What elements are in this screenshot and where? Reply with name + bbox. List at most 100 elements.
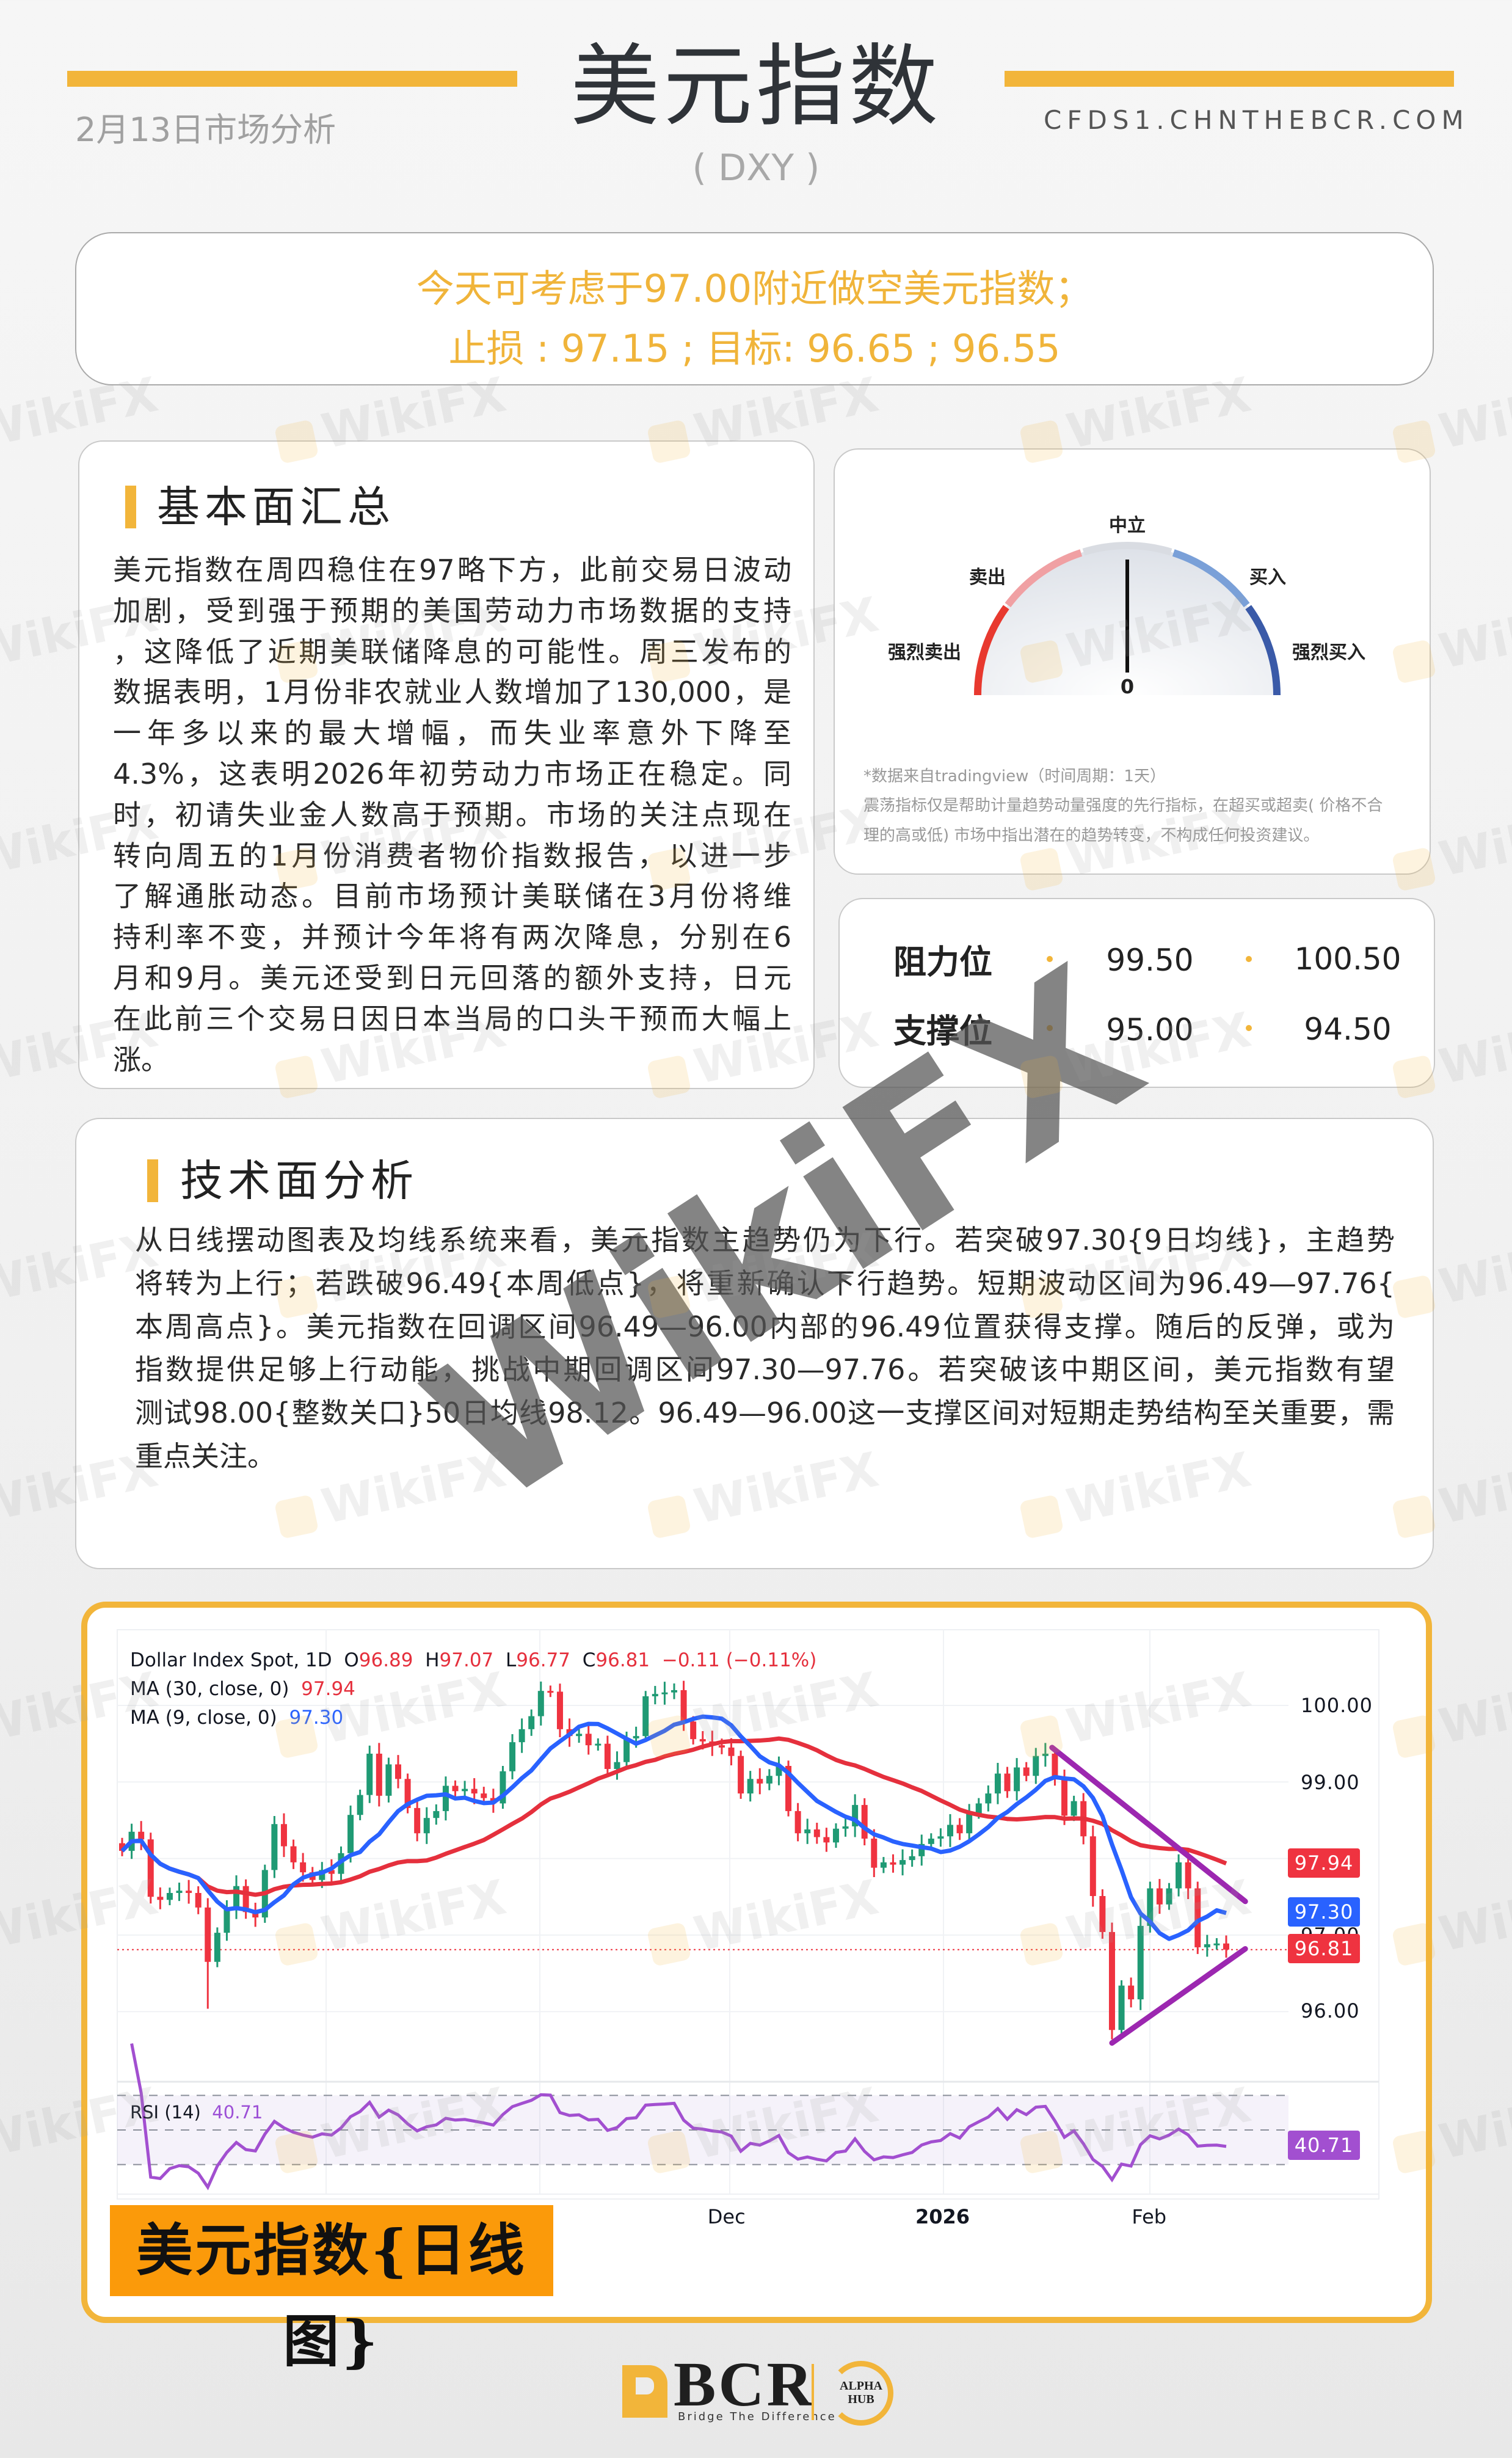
candle — [738, 1750, 744, 1799]
technical-title: 技术面分析 — [180, 1156, 418, 1206]
candle-body — [376, 1753, 382, 1796]
gauge-label-strong-buy: 强烈买入 — [1292, 642, 1365, 663]
candle — [985, 1785, 992, 1812]
candle — [1166, 1883, 1172, 1910]
gauge-label-neutral: 中立 — [1109, 515, 1146, 536]
candle-body — [994, 1773, 1001, 1794]
text-line: 持利率不变，并预计今年将有两次降息，分别在6 — [113, 921, 791, 954]
last-price-label: 96.81 — [1288, 1934, 1360, 1963]
chart-legend-symbol: Dollar Index Spot, 1D O96.89 H97.07 L96.… — [130, 1649, 817, 1671]
candle-body — [471, 1789, 478, 1794]
candle-body — [985, 1793, 992, 1804]
header-accent-bar-left — [67, 71, 517, 87]
candle — [994, 1762, 1001, 1804]
candle-body — [776, 1765, 782, 1776]
candle — [852, 1794, 859, 1837]
candle — [1176, 1854, 1182, 1897]
candle — [119, 1837, 125, 1856]
candle — [813, 1823, 820, 1844]
candle — [776, 1756, 782, 1785]
time-axis-label: Feb — [1132, 2205, 1167, 2228]
candle-body — [1052, 1753, 1058, 1779]
support-2: 94.50 — [1304, 1012, 1392, 1047]
candle — [1128, 1977, 1135, 2008]
candle-body — [1166, 1888, 1172, 1905]
candle — [604, 1735, 611, 1778]
partner-line-2: HUB — [848, 2393, 874, 2406]
section-marker — [147, 1159, 158, 1202]
candle — [1156, 1879, 1163, 1914]
candle-body — [852, 1804, 859, 1826]
text-line: 4.3%，这表明2026年初劳动力市场正在稳定。同 — [113, 757, 791, 790]
candle — [214, 1927, 220, 1967]
candle-body — [214, 1933, 220, 1962]
candle-body — [166, 1892, 173, 1900]
candle — [290, 1839, 297, 1869]
text-line: 重点关注。 — [135, 1439, 275, 1473]
gauge-label-strong-sell: 强烈卖出 — [888, 642, 961, 663]
candle — [890, 1854, 896, 1873]
candle-body — [909, 1856, 915, 1861]
change-value: −0.11 (−0.11%) — [661, 1649, 817, 1671]
chart-caption: 美元指数{日线图} — [110, 2205, 553, 2374]
candle — [442, 1776, 449, 1821]
text-line: 将转为上行；若跌破96.49{本周低点}，将重新确认下行趋势。短期波动区间为96… — [135, 1266, 1395, 1300]
footer-brand: BCR — [674, 2349, 815, 2420]
ma30-label: MA (30, close, 0) — [130, 1678, 289, 1700]
symbol-name: Dollar Index Spot, 1D — [130, 1649, 332, 1671]
candle — [861, 1798, 868, 1845]
resistance-1: 99.50 — [1106, 943, 1194, 978]
candle — [585, 1724, 592, 1755]
text-line: 时，初请失业金人数高于预期。市场的关注点现在 — [113, 798, 791, 831]
candle-body — [224, 1908, 230, 1933]
candle — [186, 1880, 192, 1904]
candle-body — [481, 1793, 487, 1798]
chart-frame — [117, 1629, 1379, 2200]
candle-body — [1099, 1895, 1106, 1932]
chart-card — [81, 1602, 1432, 2323]
candle-body — [794, 1811, 801, 1834]
candle — [947, 1814, 953, 1847]
page-subtitle: ( DXY ) — [692, 147, 820, 189]
candle-body — [595, 1743, 602, 1746]
candle-body — [1014, 1767, 1020, 1792]
candle-body — [585, 1734, 592, 1746]
rsi-legend-value: 40.71 — [212, 2102, 263, 2123]
candle — [671, 1683, 677, 1699]
candle — [757, 1768, 763, 1795]
support-label: 支撑位 — [893, 1012, 992, 1051]
candle-body — [604, 1743, 611, 1769]
candle-body — [290, 1846, 297, 1862]
candle-body — [623, 1738, 630, 1762]
ma9-value: 97.30 — [289, 1707, 344, 1729]
candle-body — [642, 1696, 649, 1737]
candle-body — [205, 1907, 211, 1962]
candle-body — [690, 1721, 697, 1740]
candle-body — [395, 1764, 401, 1779]
candle-body — [1004, 1773, 1011, 1792]
candle-body — [785, 1765, 792, 1811]
candle — [747, 1771, 754, 1802]
candle-body — [1128, 1985, 1135, 2000]
candle-body — [861, 1804, 868, 1839]
gauge-segment-buy — [1172, 549, 1250, 608]
text-line: 一年多以来的最大增幅，而失业率意外下降至 — [113, 717, 791, 750]
candle-body — [918, 1844, 925, 1856]
candle — [1089, 1825, 1096, 1907]
page-title: 美元指数 — [570, 35, 942, 139]
candle-body — [823, 1837, 830, 1843]
candle-body — [300, 1862, 307, 1873]
price-tick: 96.00 — [1301, 1999, 1360, 2022]
text-line: 数据表明，1月份非农就业人数增加了130,000，是 — [113, 676, 791, 709]
candles — [119, 1680, 1229, 2040]
gauge-source-note: *数据来自tradingview（时间周期：1天） — [863, 767, 1166, 786]
bullet-icon — [1246, 1025, 1252, 1031]
site-url: CFDS1.CHNTHEBCR.COM — [1044, 105, 1469, 135]
candle-body — [947, 1825, 953, 1837]
candle-body — [804, 1829, 811, 1834]
candle-body — [576, 1734, 583, 1737]
candle-body — [442, 1785, 449, 1811]
candle-body — [1061, 1779, 1068, 1816]
sentiment-gauge — [974, 542, 1281, 696]
